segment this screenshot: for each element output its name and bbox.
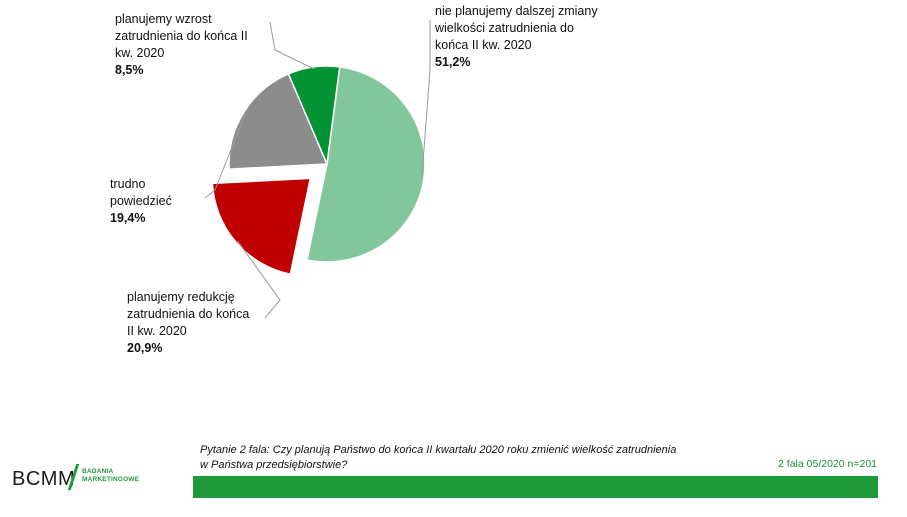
slice-hard-to-say bbox=[228, 72, 329, 170]
leader-line bbox=[269, 21, 315, 70]
leader-line bbox=[421, 20, 431, 181]
slice-no-change bbox=[306, 65, 426, 263]
logo-main-text: BCMM bbox=[12, 468, 76, 490]
slice-value-label: 20,9% bbox=[127, 341, 163, 355]
slice-value-label: 51,2% bbox=[435, 55, 471, 69]
slice-label-reduction: planujemy redukcję zatrudnienia do końca… bbox=[127, 289, 287, 357]
leader-line bbox=[237, 240, 281, 319]
leader-line bbox=[204, 113, 246, 199]
slice-label-hard-to-say: trudno powiedzieć 19,4% bbox=[110, 176, 210, 227]
bcmm-logo: BCMM BADANIA MARKETINGOWE bbox=[12, 462, 152, 494]
slice-label-text: planujemy wzrost zatrudnienia do końca I… bbox=[115, 12, 248, 60]
slice-label-text: nie planujemy dalszej zmiany wielkości z… bbox=[435, 4, 598, 52]
slice-label-no-change: nie planujemy dalszej zmiany wielkości z… bbox=[435, 3, 655, 71]
slice-label-increase: planujemy wzrost zatrudnienia do końca I… bbox=[115, 11, 275, 79]
slice-label-text: trudno powiedzieć bbox=[110, 177, 172, 208]
survey-question: Pytanie 2 fala: Czy planują Państwo do k… bbox=[200, 444, 677, 471]
wave-info: 2 fala 05/2020 n=201 bbox=[778, 458, 877, 470]
slice-value-label: 8,5% bbox=[115, 63, 144, 77]
slice-reduction bbox=[211, 177, 312, 276]
slice-increase bbox=[287, 65, 341, 167]
logo-sub-text: BADANIA MARKETINGOWE bbox=[82, 468, 140, 483]
footer-bar bbox=[193, 476, 878, 498]
slice-label-text: planujemy redukcję zatrudnienia do końca… bbox=[127, 290, 250, 338]
slice-value-label: 19,4% bbox=[110, 211, 146, 225]
